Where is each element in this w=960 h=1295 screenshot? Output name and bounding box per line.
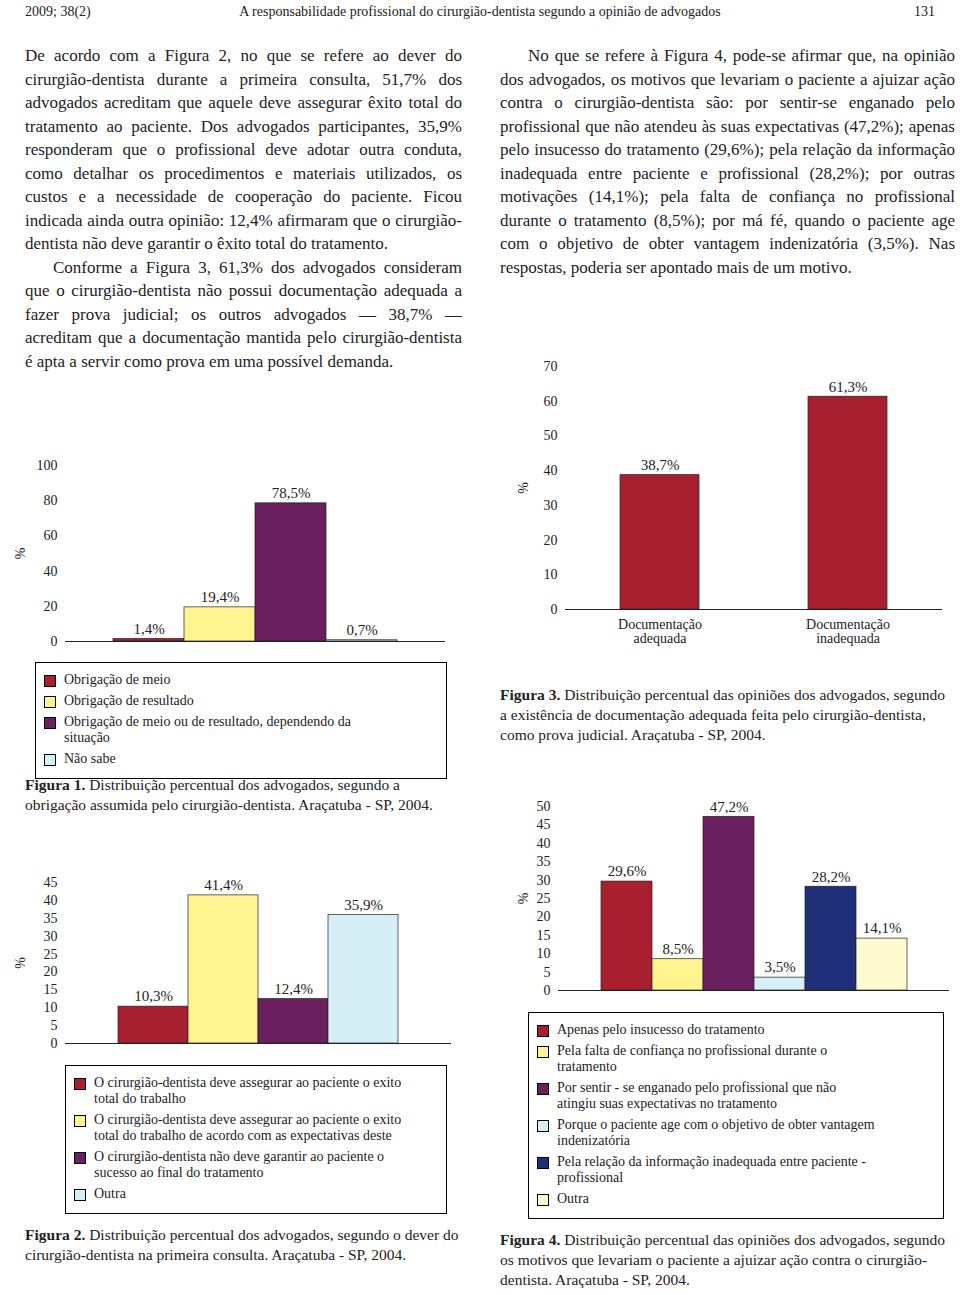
svg-text:25: 25 <box>44 947 58 962</box>
svg-text:29,6%: 29,6% <box>608 863 647 879</box>
svg-text:0: 0 <box>551 602 558 617</box>
html-text:Figura 2. Distribuição percent: Figura 2. Distribuição percentual dos ad… <box>25 1226 459 1263</box>
svg-text:70: 70 <box>544 359 558 374</box>
svg-text:40: 40 <box>44 564 58 579</box>
html-text:Obrigação de resultado: Obrigação de resultado <box>64 693 194 708</box>
svg-text:15: 15 <box>44 982 58 997</box>
svg-text:28,2%: 28,2% <box>812 869 851 885</box>
svg-text:14,1%: 14,1% <box>863 920 902 936</box>
svg-text:50: 50 <box>537 799 551 814</box>
svg-text:0: 0 <box>51 634 58 649</box>
svg-text:100: 100 <box>37 458 58 473</box>
html-text:Outra: Outra <box>94 1186 126 1201</box>
svg-text:5: 5 <box>544 965 551 980</box>
html-text:Obrigação de meio ou de result: Obrigação de meio ou de resultado, depen… <box>64 714 351 745</box>
html-text:2009; 38(2): 2009; 38(2) <box>25 4 91 19</box>
html-text:O cirurgião-dentista deve asse: O cirurgião-dentista deve assegurar ao p… <box>94 1075 402 1106</box>
svg-text:40: 40 <box>537 836 551 851</box>
svg-text:35: 35 <box>44 911 58 926</box>
svg-text:47,2%: 47,2% <box>710 799 749 815</box>
svg-text:60: 60 <box>544 394 558 409</box>
svg-text:20: 20 <box>44 964 58 979</box>
svg-text:10,3%: 10,3% <box>134 988 173 1004</box>
svg-text:41,4%: 41,4% <box>204 877 243 893</box>
svg-text:20: 20 <box>544 533 558 548</box>
svg-text:0: 0 <box>544 983 551 995</box>
svg-text:Documentaçãoinadequada: Documentaçãoinadequada <box>806 617 890 646</box>
html-text:Conforme a Figura 3, 61,3% dos: Conforme a Figura 3, 61,3% dos advogados… <box>25 257 462 371</box>
svg-text:1,4%: 1,4% <box>133 621 164 637</box>
svg-text:15: 15 <box>537 928 551 943</box>
svg-text:10: 10 <box>44 1000 58 1015</box>
svg-text:30: 30 <box>44 929 58 944</box>
svg-text:80: 80 <box>44 493 58 508</box>
svg-text:35,9%: 35,9% <box>344 897 383 913</box>
html-text:Outra: Outra <box>557 1191 589 1206</box>
svg-text:19,4%: 19,4% <box>201 589 240 605</box>
html-text:Apenas pelo insucesso do trata: Apenas pelo insucesso do tratamento <box>557 1022 765 1037</box>
svg-text:%: % <box>13 547 28 559</box>
svg-text:10: 10 <box>537 946 551 961</box>
html-text:Porque o paciente age com o ob: Porque o paciente age com o objetivo de … <box>557 1117 875 1148</box>
svg-text:40: 40 <box>544 463 558 478</box>
svg-text:45: 45 <box>537 817 551 832</box>
svg-text:0: 0 <box>51 1036 58 1050</box>
svg-text:12,4%: 12,4% <box>274 981 313 997</box>
html-text:Figura 1. Distribuição percent: Figura 1. Distribuição percentual dos ad… <box>25 776 433 813</box>
svg-text:45: 45 <box>44 875 58 890</box>
html-text:Não sabe: Não sabe <box>64 751 116 766</box>
svg-text:Documentaçãoadequada: Documentaçãoadequada <box>618 617 702 646</box>
html-text:A responsabilidade profissiona: A responsabilidade profissional do cirur… <box>239 4 721 19</box>
html-text:Obrigação de meio: Obrigação de meio <box>64 672 171 687</box>
svg-text:%: % <box>516 482 531 494</box>
svg-text:8,5%: 8,5% <box>662 941 693 957</box>
html-text:Figura 3. Distribuição percent: Figura 3. Distribuição percentual das op… <box>500 686 946 743</box>
svg-text:10: 10 <box>544 567 558 582</box>
svg-text:%: % <box>516 892 531 904</box>
svg-text:60: 60 <box>44 528 58 543</box>
html-text:Figura 4. Distribuição percent: Figura 4. Distribuição percentual das op… <box>500 1231 946 1288</box>
svg-text:38,7%: 38,7% <box>641 457 680 473</box>
svg-text:20: 20 <box>537 909 551 924</box>
svg-text:40: 40 <box>44 893 58 908</box>
html-text:Pela falta de confiança no pro: Pela falta de confiança no profissional … <box>557 1043 828 1074</box>
html-text:Pela relação da informação ina: Pela relação da informação inadequada en… <box>557 1154 866 1185</box>
svg-text:61,3%: 61,3% <box>829 379 868 395</box>
svg-text:20: 20 <box>44 599 58 614</box>
svg-text:0,7%: 0,7% <box>346 622 377 638</box>
html-text:De acordo com a Figura 2, no q: De acordo com a Figura 2, no que se refe… <box>25 46 462 253</box>
html-text:Por sentir - se enganado pelo: Por sentir - se enganado pelo profission… <box>557 1080 837 1111</box>
svg-text:%: % <box>13 957 28 969</box>
svg-text:5: 5 <box>51 1018 58 1033</box>
html-text:O cirurgião-dentista deve asse: O cirurgião-dentista deve assegurar ao p… <box>94 1112 402 1143</box>
html-text:O cirurgião-dentista não deve: O cirurgião-dentista não deve garantir a… <box>94 1149 385 1180</box>
svg-text:35: 35 <box>537 854 551 869</box>
svg-text:78,5%: 78,5% <box>272 485 311 501</box>
svg-text:3,5%: 3,5% <box>764 959 795 975</box>
svg-text:50: 50 <box>544 428 558 443</box>
svg-text:30: 30 <box>537 873 551 888</box>
svg-text:30: 30 <box>544 498 558 513</box>
html-text:No que se refere à Figura 4, p: No que se refere à Figura 4, pode-se afi… <box>500 46 955 277</box>
svg-text:25: 25 <box>537 891 551 906</box>
html-text:131: 131 <box>914 4 935 19</box>
